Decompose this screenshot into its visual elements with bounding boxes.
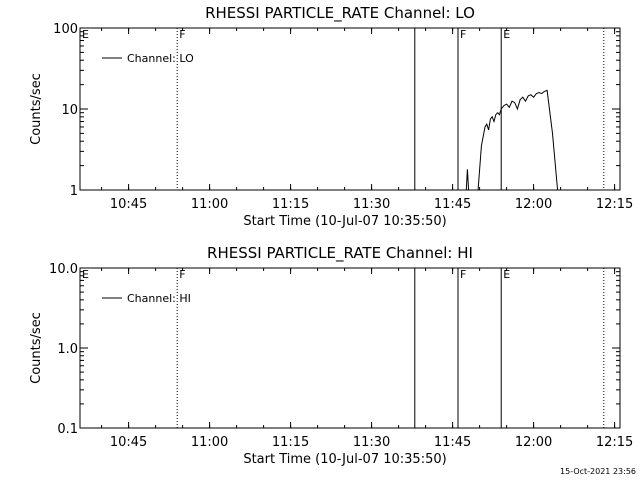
marker-label: F	[460, 268, 466, 281]
x-tick-label: 11:30	[353, 197, 390, 212]
x-tick-label: 12:00	[515, 197, 552, 212]
x-axis-label: Start Time (10-Jul-07 10:35:50)	[243, 452, 446, 467]
marker-label: F	[179, 28, 185, 41]
y-axis-label: Counts/sec	[29, 73, 44, 145]
y-tick-label: 100	[53, 22, 78, 37]
marker-label: E	[82, 28, 89, 41]
marker-label: F	[460, 28, 466, 41]
y-tick-label: 10.0	[49, 262, 78, 277]
x-tick-label: 11:30	[353, 435, 390, 450]
y-tick-label: 10	[61, 103, 78, 118]
marker-label: E	[503, 268, 510, 281]
x-tick-label: 11:00	[191, 435, 228, 450]
series-group	[465, 89, 559, 190]
legend-entry: Channel: HI	[127, 292, 191, 305]
x-tick-label: 12:00	[515, 435, 552, 450]
marker-label: F	[179, 268, 185, 281]
chart-title: RHESSI PARTICLE_RATE Channel: HI	[207, 244, 473, 263]
marker-label: E	[82, 268, 89, 281]
x-tick-label: 12:15	[596, 197, 633, 212]
series-line	[477, 89, 559, 190]
chart-panel-1: RHESSI PARTICLE_RATE Channel: LO 10:45 11:…	[29, 4, 633, 229]
x-tick-label: 11:15	[272, 435, 309, 450]
marker-label: E	[503, 28, 510, 41]
y-tick-label: 1	[70, 184, 78, 199]
x-tick-label: 12:15	[596, 435, 633, 450]
legend-entry: Channel: LO	[127, 52, 194, 65]
x-tick-label: 10:45	[110, 197, 147, 212]
x-tick-label: 11:45	[434, 435, 471, 450]
x-axis-label: Start Time (10-Jul-07 10:35:50)	[243, 214, 446, 229]
x-tick-label: 11:00	[191, 197, 228, 212]
series-line	[465, 169, 470, 190]
y-axis-label: Counts/sec	[29, 312, 44, 384]
chart-title: RHESSI PARTICLE_RATE Channel: LO	[205, 4, 475, 23]
y-tick-label: 0.1	[57, 422, 78, 437]
x-tick-label: 11:45	[434, 197, 471, 212]
chart-panel-2: RHESSI PARTICLE_RATE Channel: HI 10:45 11:…	[29, 244, 633, 467]
y-tick-label: 1.0	[57, 342, 78, 357]
x-tick-label: 11:15	[272, 197, 309, 212]
footer-timestamp: 15-Oct-2021 23:56	[560, 467, 636, 476]
x-tick-label: 10:45	[110, 435, 147, 450]
